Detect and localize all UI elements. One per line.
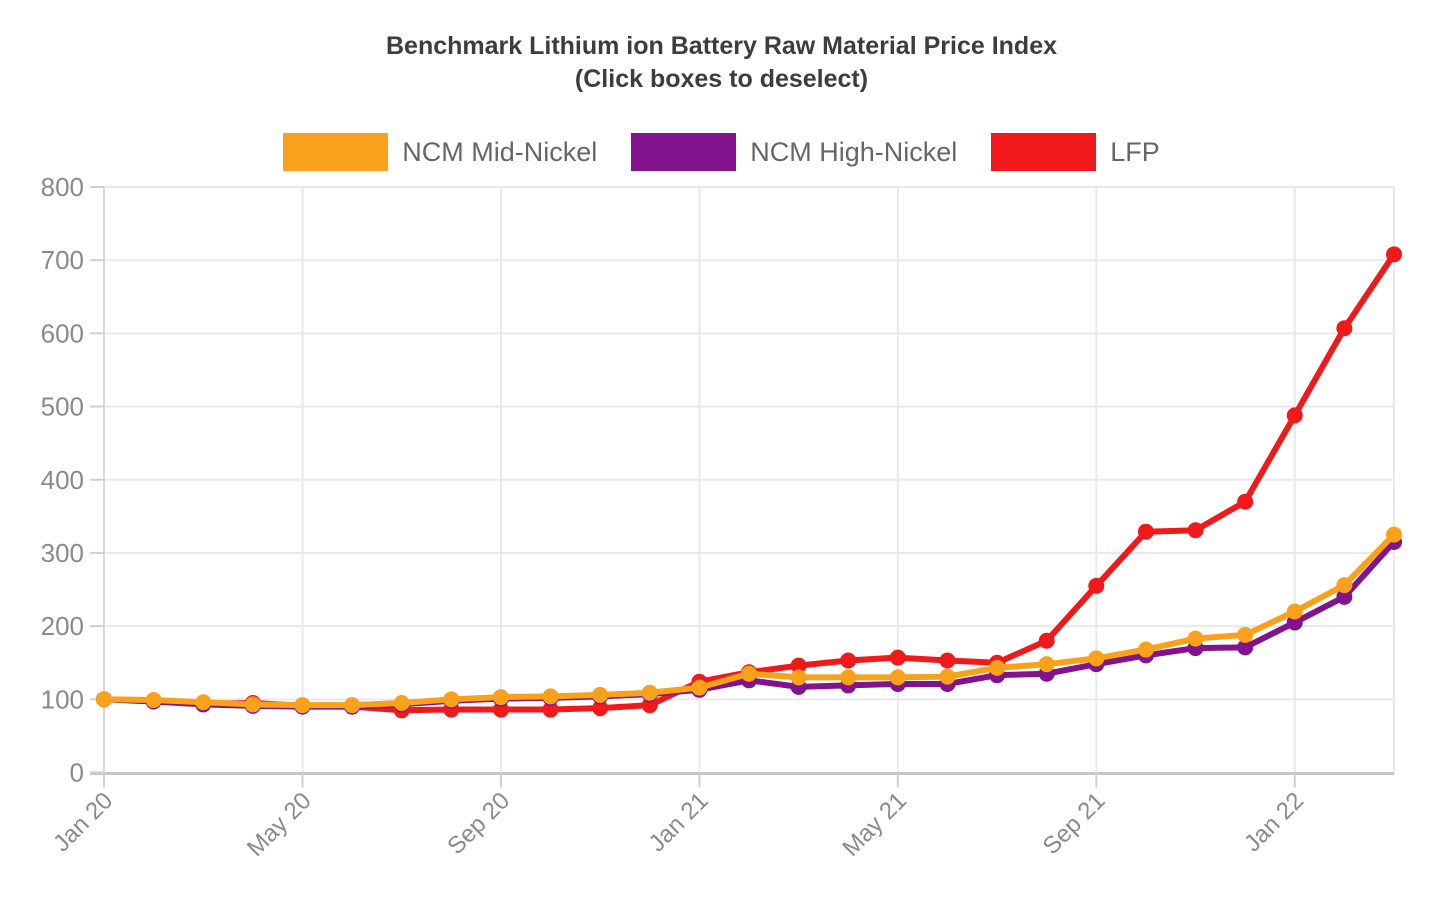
data-point bbox=[889, 649, 906, 666]
y-axis-tick-label: 700 bbox=[41, 245, 84, 275]
data-point bbox=[1187, 522, 1204, 539]
data-point bbox=[145, 692, 162, 709]
data-point bbox=[1237, 493, 1254, 510]
data-point bbox=[691, 679, 708, 696]
data-point bbox=[1336, 577, 1353, 594]
legend-label: NCM Mid-Nickel bbox=[402, 136, 598, 167]
tick-marks bbox=[90, 186, 1296, 788]
data-point bbox=[1237, 626, 1254, 643]
data-point bbox=[1187, 630, 1204, 647]
data-point bbox=[989, 659, 1006, 676]
data-point bbox=[939, 652, 956, 669]
data-point bbox=[393, 694, 410, 711]
y-axis-tick-label: 500 bbox=[41, 392, 84, 422]
y-axis-tick-label: 300 bbox=[41, 538, 84, 568]
x-axis-tick-label: May 21 bbox=[837, 787, 912, 862]
data-point bbox=[344, 697, 361, 714]
legend-swatch[interactable] bbox=[991, 133, 1097, 171]
data-point bbox=[294, 697, 311, 714]
data-point bbox=[492, 689, 509, 706]
data-point bbox=[1386, 526, 1402, 543]
data-point bbox=[840, 652, 857, 669]
y-axis-tick-label: 100 bbox=[41, 684, 84, 714]
data-point bbox=[1286, 603, 1303, 620]
x-axis-labels: Jan 20 May 20 Sep 20 Jan 21 May 21 Sep 21 Jan … bbox=[48, 787, 1309, 862]
legend-item-ncm-high-nickel[interactable]: NCM High-Nickel bbox=[631, 133, 957, 171]
data-point bbox=[741, 665, 757, 682]
x-axis-tick-label: Jan 22 bbox=[1239, 787, 1309, 857]
y-axis-tick-label: 800 bbox=[41, 172, 84, 202]
y-axis-labels: 0 100 200 300 400 500 600 700 800 bbox=[41, 172, 84, 788]
chart-title-block: Benchmark Lithium ion Battery Raw Materi… bbox=[0, 30, 1443, 96]
data-point bbox=[889, 669, 906, 686]
legend-swatch[interactable] bbox=[631, 133, 737, 171]
legend-item-lfp[interactable]: LFP bbox=[991, 133, 1160, 171]
data-point bbox=[244, 696, 261, 713]
x-axis-tick-label: May 20 bbox=[242, 787, 317, 862]
series-ncm-high-nickel bbox=[96, 533, 1402, 715]
data-point bbox=[592, 686, 609, 703]
data-point bbox=[840, 669, 857, 686]
data-point bbox=[1137, 523, 1154, 540]
data-point bbox=[1038, 632, 1055, 649]
gridlines bbox=[103, 186, 1395, 773]
chart-subtitle: (Click boxes to deselect) bbox=[574, 65, 869, 93]
legend-swatch[interactable] bbox=[283, 133, 389, 171]
data-point bbox=[1237, 639, 1254, 656]
y-axis-tick-label: 200 bbox=[41, 611, 84, 641]
chart-title: Benchmark Lithium ion Battery Raw Materi… bbox=[385, 32, 1058, 60]
y-axis-tick-label: 400 bbox=[41, 465, 84, 495]
data-point bbox=[1088, 650, 1105, 667]
data-point bbox=[542, 688, 559, 705]
data-point bbox=[1386, 246, 1402, 263]
data-point bbox=[1088, 577, 1105, 594]
data-point bbox=[641, 697, 658, 714]
data-point bbox=[96, 691, 112, 708]
legend-item-ncm-mid-nickel[interactable]: NCM Mid-Nickel bbox=[283, 133, 597, 171]
series-ncm-mid-nickel bbox=[96, 526, 1402, 714]
data-point bbox=[790, 657, 807, 674]
legend-label: NCM High-Nickel bbox=[750, 136, 958, 167]
y-axis-tick-label: 600 bbox=[41, 318, 84, 348]
data-point bbox=[939, 668, 956, 685]
chart-legend: NCM Mid-Nickel NCM High-Nickel LFP bbox=[0, 133, 1443, 171]
data-point bbox=[1286, 407, 1303, 424]
data-point bbox=[1038, 656, 1055, 673]
data-point bbox=[1137, 641, 1154, 658]
x-axis-tick-label: Sep 21 bbox=[1038, 787, 1111, 860]
data-point bbox=[1286, 614, 1303, 631]
data-point bbox=[790, 669, 807, 686]
data-point bbox=[641, 684, 658, 701]
legend-label: LFP bbox=[1110, 136, 1160, 167]
data-point bbox=[492, 701, 509, 718]
data-point bbox=[542, 701, 559, 718]
x-axis-tick-label: Jan 20 bbox=[48, 787, 118, 857]
data-point bbox=[592, 700, 609, 717]
data-point bbox=[1336, 320, 1353, 337]
data-point bbox=[443, 691, 460, 708]
data-point bbox=[195, 694, 212, 711]
y-axis-tick-label: 0 bbox=[70, 758, 84, 788]
x-axis-tick-label: Jan 21 bbox=[644, 787, 714, 857]
x-axis-tick-label: Sep 20 bbox=[442, 787, 515, 860]
data-point bbox=[1336, 588, 1353, 605]
